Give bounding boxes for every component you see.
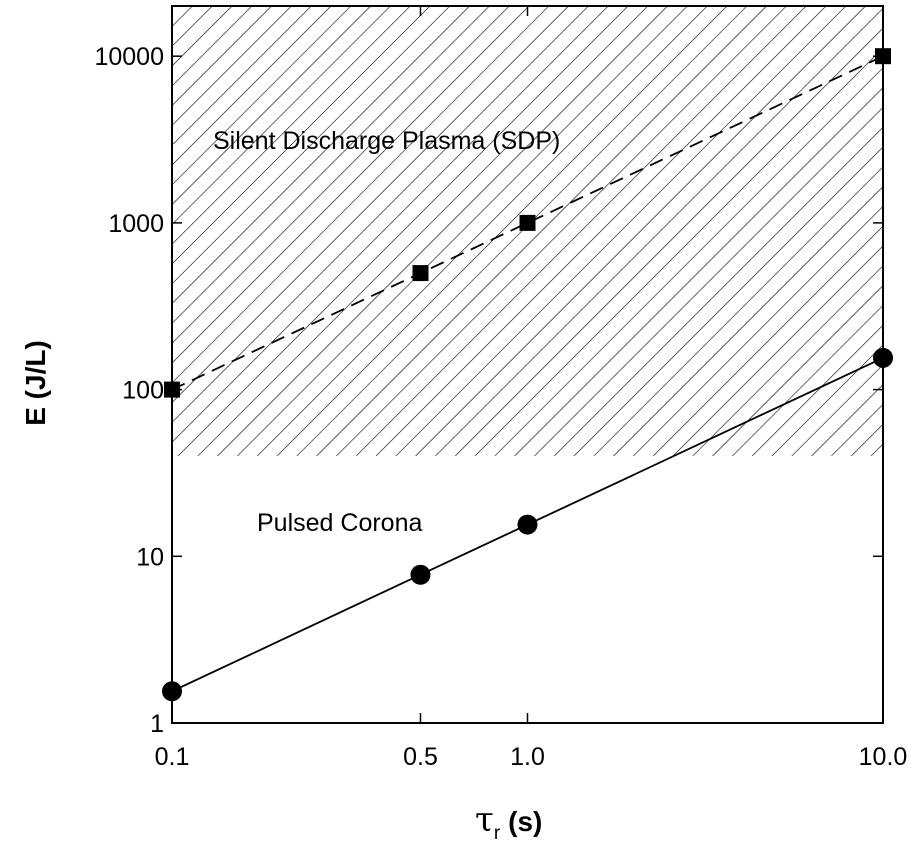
- sdp-region-label: Silent Discharge Plasma (SDP): [213, 127, 560, 155]
- series-line-pulsed-corona: [172, 357, 883, 693]
- y-tick-label: 1: [150, 710, 164, 738]
- x-tick-label: 10.0: [859, 743, 908, 771]
- x-axis-title-unit: (s): [508, 806, 542, 837]
- y-tick-label: 10000: [94, 43, 164, 71]
- sdp-shaded-region: [172, 6, 883, 456]
- y-tick-label: 10: [136, 543, 164, 571]
- x-tick-label: 0.1: [155, 743, 190, 771]
- tick-layer: 0.1 0.5 1.0 10.0 1 10 100 1000 10000: [94, 6, 907, 771]
- y-tick-label: 1000: [108, 210, 164, 238]
- pulsed-corona-label: Pulsed Corona: [257, 509, 422, 537]
- x-axis-title-symbol: τ: [475, 800, 494, 840]
- x-axis-title-subscript: r: [494, 823, 501, 844]
- sdp-data-point: [519, 214, 536, 231]
- pulsed-corona-data-point: [517, 514, 538, 535]
- pulsed-corona-data-point: [410, 564, 431, 585]
- x-axis-title: τr (s): [475, 800, 542, 844]
- sdp-data-point: [412, 265, 429, 282]
- series-layer: [172, 55, 883, 693]
- x-tick-label: 0.5: [403, 743, 438, 771]
- y-tick-label: 100: [122, 377, 164, 405]
- x-tick-label: 1.0: [510, 743, 545, 771]
- series-line-sdp: [172, 55, 883, 391]
- y-axis-title: E (J/L): [20, 340, 51, 426]
